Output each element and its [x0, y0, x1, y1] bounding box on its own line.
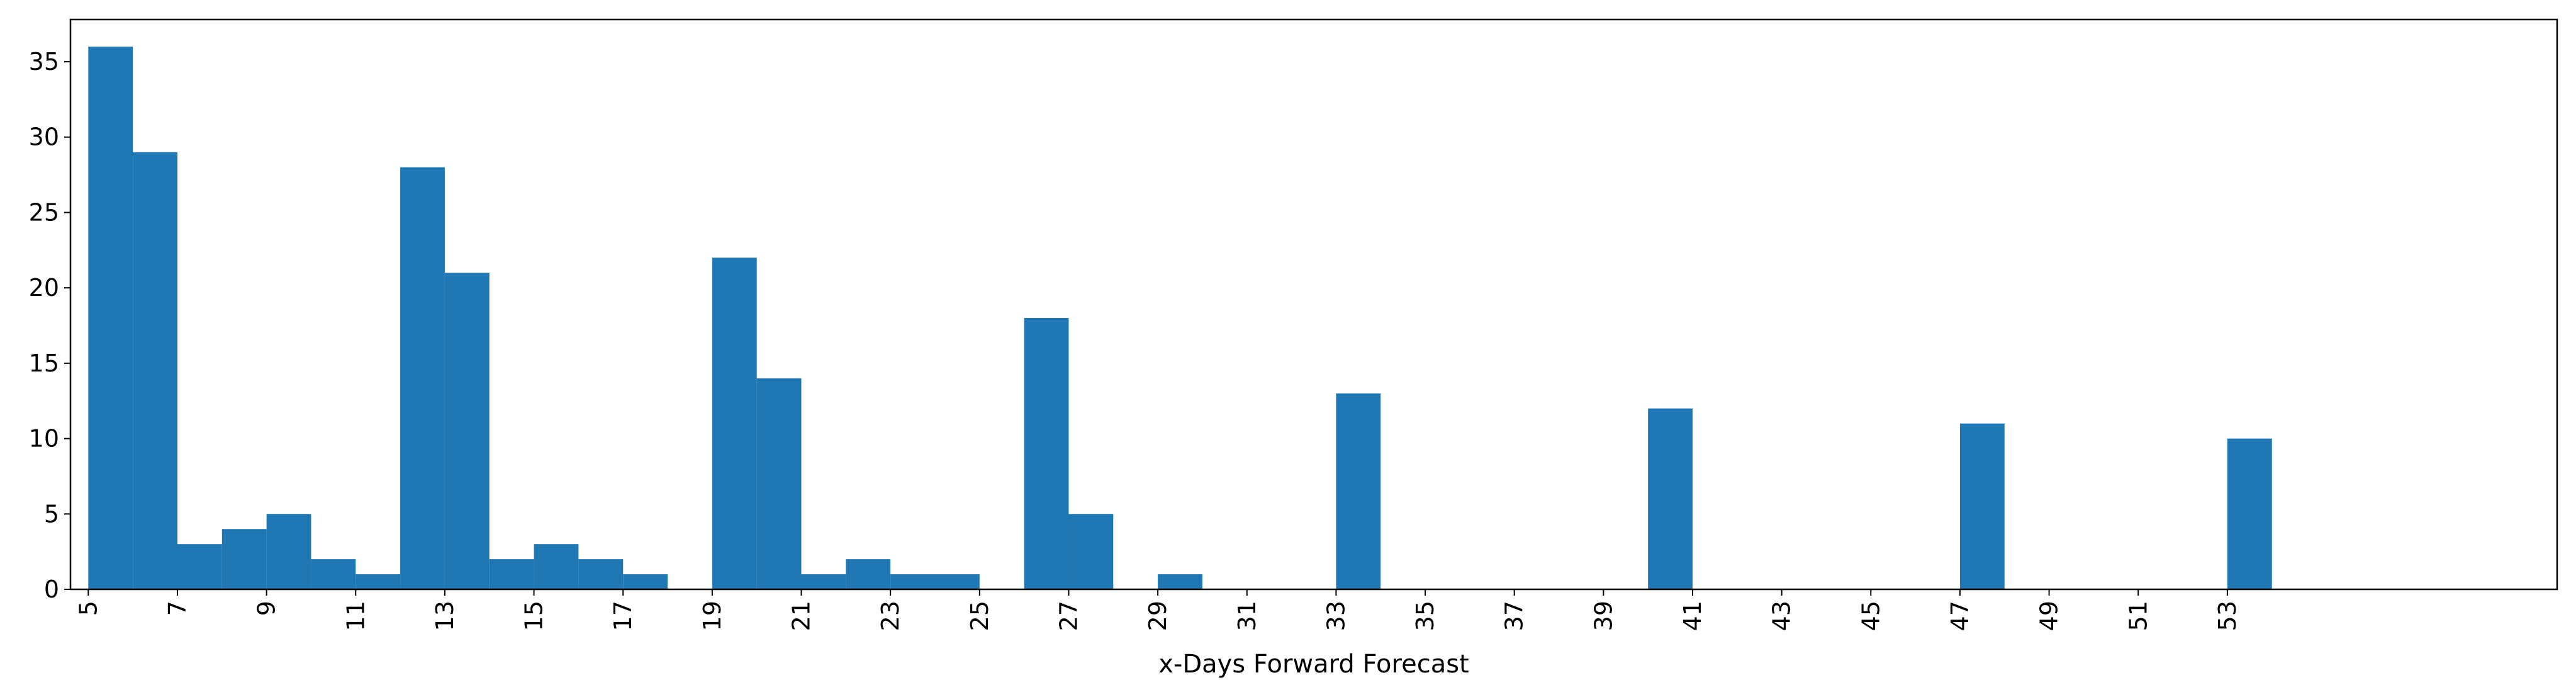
- x-tick-label: 13: [431, 601, 459, 631]
- x-tick-label: 17: [609, 601, 637, 631]
- bar-x47: [1959, 423, 2005, 589]
- bar-x5: [88, 47, 133, 590]
- x-tick-label: 19: [698, 601, 726, 631]
- x-tick-label: 11: [342, 601, 369, 631]
- bar-x16: [578, 559, 624, 589]
- x-tick-label: 5: [74, 601, 102, 616]
- x-tick-label: 9: [253, 601, 281, 616]
- y-axis-ticks: 0 5 10 15 20 25 30 35: [29, 48, 70, 603]
- x-tick-label: 21: [788, 601, 815, 631]
- x-tick-label: 49: [2036, 601, 2063, 631]
- x-tick-label: 47: [1946, 601, 1974, 631]
- bars-group: [88, 47, 2272, 590]
- x-tick-label: 27: [1055, 601, 1082, 631]
- x-tick-label: 29: [1144, 601, 1172, 631]
- plot-frame: [69, 18, 2558, 591]
- bar-x10: [311, 559, 356, 589]
- x-tick-label: 53: [2214, 601, 2241, 631]
- bar-x40: [1648, 408, 1693, 589]
- x-tick-label: 43: [1768, 601, 1796, 631]
- x-tick-label: 37: [1501, 601, 1528, 631]
- y-tick-label: 25: [29, 198, 59, 226]
- bar-x12: [400, 167, 445, 589]
- x-tick-label: 41: [1679, 601, 1706, 631]
- x-tick-label: 23: [876, 601, 904, 631]
- bar-x24: [934, 574, 980, 589]
- y-tick-label: 30: [29, 123, 59, 151]
- bar-x7: [177, 544, 222, 589]
- bar-x20: [756, 378, 802, 589]
- x-axis-ticks: 5 7 9 11 13 15 17 19 21 23 25 27 29 31 33 35 37 39 41 43 45 4…: [74, 589, 2241, 631]
- bar-x17: [623, 574, 668, 589]
- bar-x29: [1158, 574, 1202, 589]
- bar-x19: [712, 258, 757, 590]
- bar-x8: [221, 529, 267, 589]
- bar-x6: [133, 152, 177, 589]
- bar-x15: [534, 544, 579, 589]
- bar-x13: [444, 273, 490, 589]
- bar-x23: [890, 574, 935, 589]
- x-tick-label: 33: [1322, 601, 1350, 631]
- bar-x22: [846, 559, 891, 589]
- bar-x11: [356, 574, 401, 589]
- y-tick-label: 35: [29, 48, 59, 76]
- x-tick-label: 7: [164, 601, 191, 616]
- bar-x53: [2227, 438, 2272, 589]
- bar-x21: [801, 574, 846, 589]
- y-tick-label: 20: [29, 274, 59, 302]
- bar-x14: [489, 559, 534, 589]
- x-tick-label: 35: [1411, 601, 1439, 631]
- y-tick-label: 0: [44, 575, 59, 603]
- x-axis-label: x-Days Forward Forecast: [1158, 650, 1469, 679]
- bar-x26: [1024, 318, 1069, 589]
- y-tick-label: 5: [44, 500, 59, 528]
- x-tick-label: 45: [1857, 601, 1884, 631]
- y-tick-label: 10: [29, 425, 59, 453]
- x-tick-label: 39: [1589, 601, 1617, 631]
- x-tick-label: 25: [966, 601, 994, 631]
- x-tick-label: 51: [2124, 601, 2152, 631]
- x-tick-label: 31: [1233, 601, 1261, 631]
- y-tick-label: 15: [29, 349, 59, 377]
- bar-x27: [1068, 514, 1114, 589]
- bar-x9: [266, 514, 311, 589]
- bar-x33: [1336, 393, 1381, 589]
- x-tick-label: 15: [520, 601, 548, 631]
